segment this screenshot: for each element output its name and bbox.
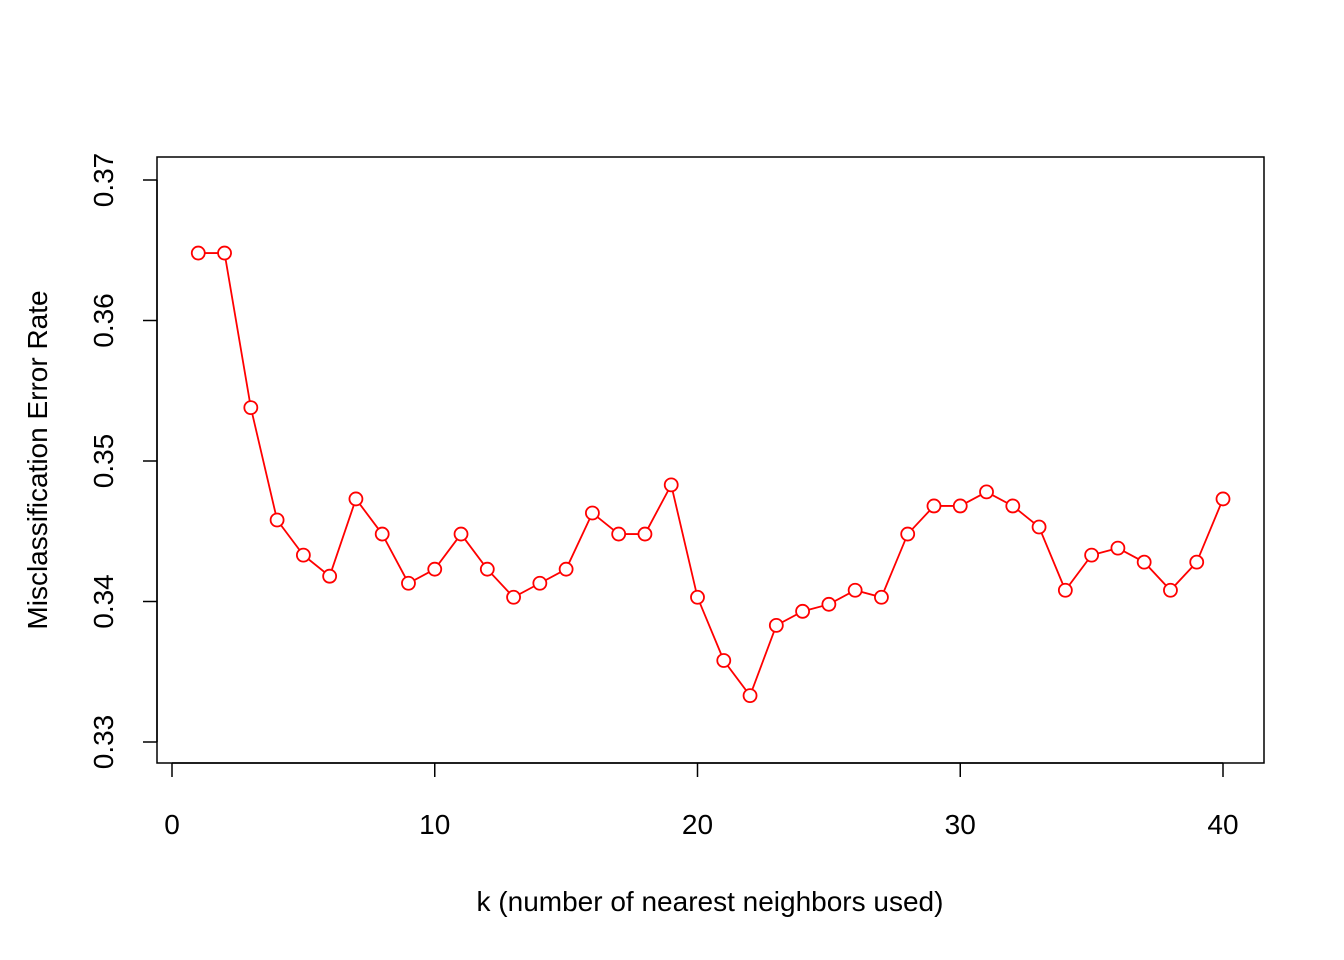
y-tick-label: 0.34 [88, 574, 119, 629]
data-point [1057, 582, 1073, 598]
y-tick-label: 0.36 [88, 293, 119, 348]
data-point [768, 617, 784, 633]
x-axis-title: k (number of nearest neighbors used) [477, 886, 944, 917]
data-point [217, 245, 232, 261]
data-point [479, 561, 495, 577]
y-tick-label: 0.33 [88, 715, 119, 770]
data-point [506, 589, 521, 605]
data-point [558, 561, 574, 577]
series-line [198, 252, 1224, 698]
data-point [427, 561, 443, 577]
x-tick-label: 20 [682, 809, 713, 840]
data-point [190, 245, 206, 261]
data-point [611, 526, 627, 542]
data-point [1215, 491, 1231, 507]
data-point [926, 498, 942, 514]
data-point [1110, 540, 1126, 556]
x-tick-label: 10 [419, 809, 450, 840]
x-tick-label: 40 [1207, 809, 1238, 840]
data-point [979, 484, 994, 500]
data-point [401, 575, 416, 591]
y-tick-label: 0.35 [88, 434, 119, 489]
data-point [1136, 554, 1152, 570]
y-axis-title: Misclassification Error Rate [22, 290, 53, 629]
data-point [795, 603, 810, 619]
data-point [532, 575, 548, 591]
data-point [269, 512, 285, 528]
x-tick-label: 30 [945, 809, 976, 840]
plot-frame [156, 156, 1265, 764]
data-point [374, 526, 390, 542]
data-point [1189, 554, 1205, 570]
y-axis: 0.33 0.34 0.35 0.36 0.37 [88, 153, 158, 770]
data-point [716, 653, 732, 668]
data-point [348, 491, 364, 507]
data-point [1084, 547, 1100, 563]
data-point [742, 688, 758, 704]
data-point [322, 568, 338, 584]
data-point [1163, 582, 1178, 598]
data-point [847, 582, 863, 598]
data-point [295, 547, 311, 563]
data-point [637, 526, 653, 542]
data-point [952, 498, 968, 514]
x-tick-label: 0 [164, 809, 180, 840]
data-point [1005, 498, 1021, 514]
data-point [821, 596, 837, 612]
y-tick-label: 0.37 [88, 153, 119, 208]
data-point [690, 589, 705, 605]
data-point [585, 505, 600, 521]
series-layer [190, 245, 1231, 704]
data-point [900, 526, 916, 542]
data-point [874, 589, 889, 605]
data-point [1031, 519, 1047, 535]
data-point [243, 400, 259, 416]
x-axis: 0 10 20 30 40 [164, 762, 1239, 840]
data-point [453, 526, 469, 542]
data-point [663, 477, 679, 493]
